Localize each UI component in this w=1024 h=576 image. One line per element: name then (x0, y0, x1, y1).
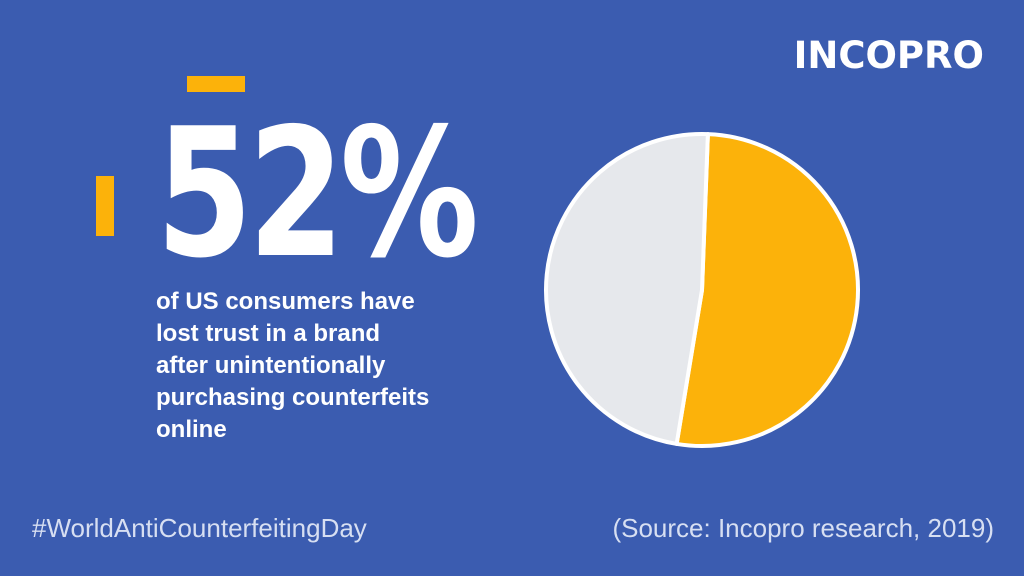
pie-slice-2 (544, 132, 710, 446)
pie-chart (544, 132, 860, 448)
headline-description: of US consumers have lost trust in a bra… (156, 288, 430, 443)
accent-bar-vertical (96, 176, 114, 236)
accent-bar-horizontal (187, 76, 245, 92)
incopro-logo: INCOPRO (793, 34, 984, 77)
pie-slice-1 (674, 132, 860, 448)
hashtag-text: #WorldAntiCounterfeitingDay (32, 513, 367, 543)
headline-stat: 52% (156, 90, 479, 297)
pie-slices (544, 132, 860, 448)
source-citation: (Source: Incopro research, 2019) (612, 513, 994, 543)
